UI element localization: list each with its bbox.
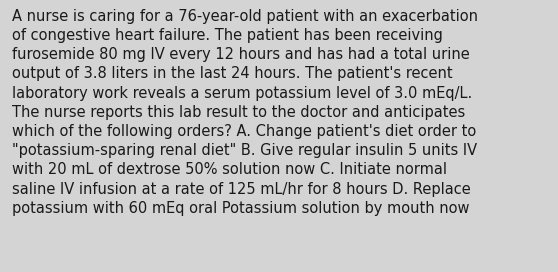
Text: A nurse is caring for a 76-year-old patient with an exacerbation
of congestive h: A nurse is caring for a 76-year-old pati… [12, 9, 478, 216]
